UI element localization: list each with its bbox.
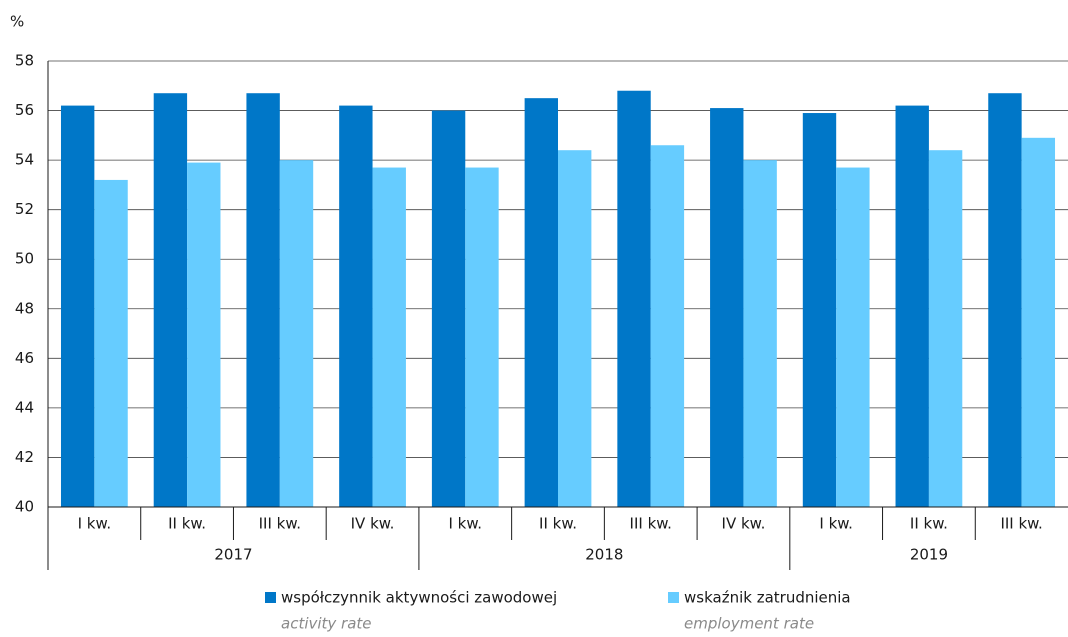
- y-tick-label: 46: [15, 349, 34, 367]
- group-label: 2019: [910, 546, 948, 564]
- x-tick-label: II kw.: [539, 515, 577, 533]
- bar: [895, 105, 929, 507]
- bar: [710, 108, 744, 508]
- x-tick-label: I kw.: [448, 515, 482, 533]
- x-tick-label: III kw.: [1000, 515, 1042, 533]
- bar: [94, 179, 128, 507]
- bar: [617, 90, 651, 507]
- bar: [650, 145, 685, 507]
- bar: [372, 167, 406, 508]
- legend-label: współczynnik aktywności zawodowej: [281, 589, 557, 607]
- y-tick-label: 58: [15, 52, 34, 70]
- bar: [153, 93, 188, 507]
- bar: [988, 93, 1022, 507]
- y-tick-label: 40: [15, 498, 34, 516]
- y-tick-label: 48: [15, 299, 34, 317]
- x-tick-label: IV kw.: [351, 515, 395, 533]
- legend-label-en: activity rate: [281, 615, 372, 633]
- bar: [339, 105, 373, 507]
- group-label: 2017: [214, 546, 252, 564]
- bar: [246, 93, 280, 507]
- bar: [60, 105, 95, 507]
- x-tick-label: I kw.: [78, 515, 112, 533]
- x-tick-label: II kw.: [910, 515, 948, 533]
- bar: [187, 162, 221, 508]
- x-tick-label: I kw.: [819, 515, 853, 533]
- bar: [558, 150, 592, 507]
- bar: [524, 98, 558, 508]
- bar: [465, 167, 499, 508]
- bar: [1021, 137, 1056, 508]
- legend-swatch: [265, 592, 276, 603]
- bar: [802, 113, 837, 508]
- y-tick-label: 54: [15, 151, 34, 169]
- x-tick-label: IV kw.: [722, 515, 766, 533]
- bar: [928, 150, 963, 507]
- y-tick-label: 52: [15, 200, 34, 218]
- x-tick-label: III kw.: [259, 515, 301, 533]
- y-tick-label: 56: [15, 101, 34, 119]
- bar: [431, 110, 466, 508]
- y-tick-label: 42: [15, 448, 34, 466]
- y-tick-label: 44: [15, 398, 34, 416]
- legend-label-en: employment rate: [684, 615, 814, 633]
- y-tick-label: 50: [15, 250, 34, 268]
- group-label: 2018: [585, 546, 623, 564]
- x-tick-label: III kw.: [630, 515, 672, 533]
- legend-label: wskaźnik zatrudnienia: [684, 589, 851, 607]
- bar: [836, 167, 870, 508]
- x-tick-label: II kw.: [168, 515, 206, 533]
- legend-swatch: [668, 592, 679, 603]
- bar: [743, 160, 777, 507]
- bar: [279, 160, 314, 507]
- y-axis-label: %: [10, 13, 24, 31]
